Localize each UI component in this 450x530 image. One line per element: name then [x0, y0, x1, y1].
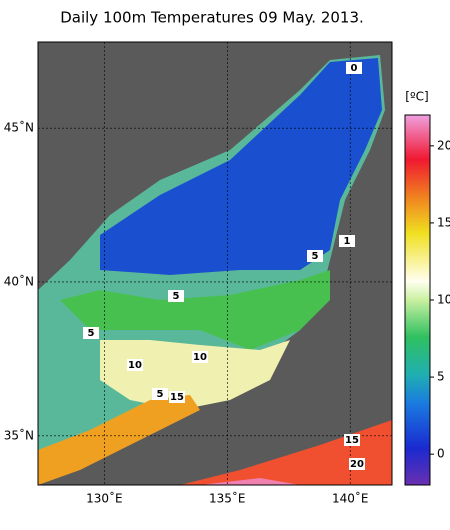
contour-label: 20: [350, 459, 364, 470]
contour-label-box: [339, 235, 355, 247]
contour-label: 0: [351, 63, 358, 74]
sea-warm: [60, 270, 330, 350]
contour-label: 10: [193, 352, 207, 363]
contour-label-box: [127, 359, 143, 371]
colorbar-label: 5: [437, 370, 445, 384]
contour-label: 5: [173, 291, 180, 302]
colorbar-label: 10: [437, 293, 450, 307]
map-area: [38, 42, 392, 485]
contour-label: 10: [128, 360, 142, 371]
contour-label-box: [346, 62, 362, 74]
map-frame: [37, 41, 393, 486]
contour-label: 1: [344, 236, 351, 247]
contour-label-box: [192, 351, 208, 363]
colorbar-label: 20: [437, 138, 450, 152]
sea-cold: [100, 58, 382, 275]
lat-label: 45˚N: [4, 120, 34, 135]
contour-label: 15: [345, 435, 359, 446]
contour-label-box: [349, 458, 365, 470]
contour-label: 15: [170, 392, 184, 403]
contour-label-box: [83, 327, 99, 339]
colorbar-unit: [ºC]: [405, 90, 428, 104]
colorbar-label: 0: [437, 447, 445, 461]
contour-label: 5: [88, 328, 95, 339]
lon-label: 130˚E: [86, 491, 123, 506]
contour-label-box: [168, 290, 184, 302]
lat-label: 35˚N: [4, 427, 34, 442]
contour-label: 5: [157, 389, 164, 400]
lon-label: 135˚E: [209, 491, 246, 506]
sea-kuroshio-west: [38, 395, 200, 485]
colorbar-label: 15: [437, 215, 450, 229]
map-title: Daily 100m Temperatures 09 May. 2013.: [60, 9, 364, 27]
lat-label: 40˚N: [4, 273, 34, 288]
contour-label-box: [307, 250, 323, 262]
sea-hot: [200, 478, 300, 485]
lon-label: 140˚E: [332, 491, 369, 506]
contour-label-box: [344, 434, 360, 446]
contour-label-box: [152, 388, 168, 400]
contour-label: 5: [312, 251, 319, 262]
sea-warmer: [100, 340, 290, 410]
colorbar: [404, 114, 431, 486]
contour-label-box: [169, 391, 185, 403]
sea-kuroshio-east: [180, 420, 392, 485]
